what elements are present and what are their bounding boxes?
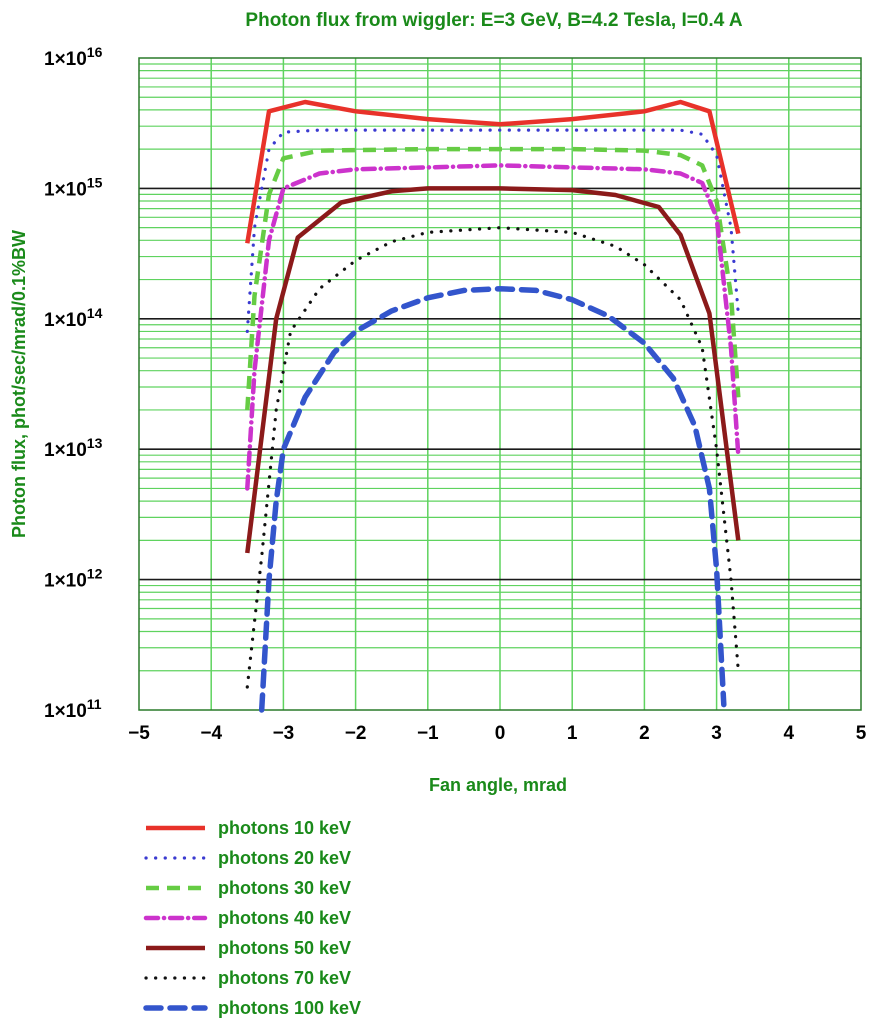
y-tick-label: 1×1014 [44,305,103,331]
x-tick-label: −4 [200,723,222,744]
y-tick-label: 1×1011 [44,696,102,722]
series-layer [245,99,741,713]
series-line-5 [245,226,740,689]
x-tick-label: −3 [273,723,295,744]
legend: photons 10 keV photons 20 keV photons 30 k… [143,818,361,1018]
legend-label-6: photons 100 keV [218,998,361,1018]
chart-title: Photon flux from wiggler: E=3 GeV, B=4.2… [245,10,742,31]
x-tick-labels: −5 −4 −3 −2 −1 0 1 2 3 4 5 [128,723,867,744]
x-tick-label: 0 [495,723,506,744]
x-tick-label: −2 [345,723,367,744]
x-tick-label: −5 [128,723,150,744]
y-tick-label: 1×1013 [44,435,103,461]
series-line-0 [245,99,741,244]
legend-label-4: photons 50 keV [218,938,351,958]
y-tick-label: 1×1016 [44,44,103,70]
plot-frame [138,57,862,711]
y-tick-labels: 1×1011 1×1012 1×1013 1×1014 1×1015 1×1016 [44,44,103,722]
legend-label-5: photons 70 keV [218,968,351,988]
x-tick-label: 3 [711,723,722,744]
y-tick-label: 1×1015 [44,174,103,200]
x-tick-label: −1 [417,723,439,744]
legend-label-3: photons 40 keV [218,908,351,928]
legend-label-1: photons 20 keV [218,848,351,868]
x-tick-label: 5 [856,723,867,744]
x-axis-label: Fan angle, mrad [429,775,567,795]
legend-label-0: photons 10 keV [218,818,351,838]
legend-label-2: photons 30 keV [218,878,351,898]
x-tick-label: 4 [784,723,795,744]
y-axis-label: Photon flux, phot/sec/mrad/0.1%BW [9,230,29,538]
series-line-3 [245,163,741,491]
x-tick-label: 2 [639,723,650,744]
y-tick-label: 1×1012 [44,566,103,592]
series-line-4 [245,186,741,554]
series-line-1 [245,128,740,333]
series-line-2 [245,146,741,411]
series-line-6 [258,285,727,713]
plot-grid [139,58,861,710]
x-tick-label: 1 [567,723,578,744]
